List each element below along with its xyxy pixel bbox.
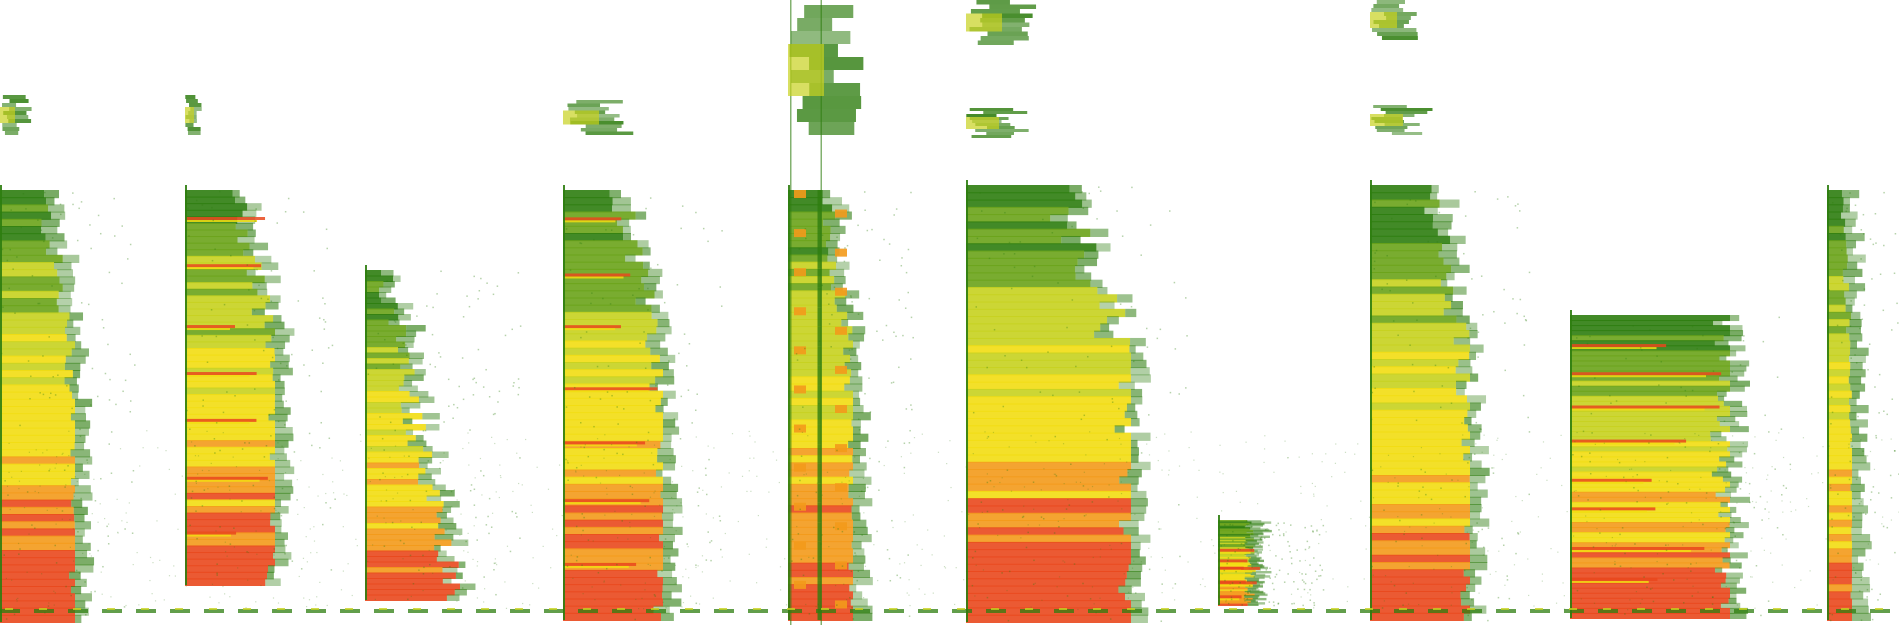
baseline-dash (544, 609, 564, 613)
segment-10 (1827, 185, 1899, 622)
baseline-dash (1768, 609, 1788, 613)
baseline-dash (476, 609, 496, 613)
baseline-dash (578, 609, 598, 613)
baseline-dash (1428, 609, 1448, 613)
baseline-dash (1122, 609, 1142, 613)
baseline-dash (680, 609, 700, 613)
segment-5 (788, 0, 914, 625)
baseline-dash (1564, 609, 1584, 613)
baseline-dash (1088, 609, 1108, 613)
segment-4 (563, 100, 723, 621)
segment-6 (966, 0, 1188, 623)
baseline-dash (1666, 609, 1686, 613)
baseline-dash (1020, 609, 1040, 613)
baseline-dash (1598, 609, 1618, 613)
baseline-dash (1054, 609, 1074, 613)
baseline-dash (1836, 609, 1856, 613)
baseline-dash (238, 609, 258, 613)
noise-floor (0, 430, 1893, 611)
baseline-dash (340, 609, 360, 613)
baseline-dash (1224, 609, 1244, 613)
baseline-dash (1394, 609, 1414, 613)
baseline-dash (170, 609, 190, 613)
baseline-dash (1462, 609, 1482, 613)
baseline-dash (1292, 609, 1312, 613)
baseline-dash (782, 609, 802, 613)
baseline-dash (68, 609, 88, 613)
baseline-dash (884, 609, 904, 613)
baseline-dash (1156, 609, 1176, 613)
segment-2 (185, 95, 336, 586)
baseline-dash (34, 609, 54, 613)
baseline-dash (1258, 609, 1278, 613)
baseline-dash (102, 609, 122, 613)
baseline-dash (1632, 609, 1652, 613)
baseline-dash (1870, 609, 1890, 613)
baseline-dash (510, 609, 530, 613)
baseline-dash (136, 609, 156, 613)
baseline-dashes (0, 608, 1890, 613)
segment-8 (1370, 0, 1531, 622)
baseline-dash (1190, 609, 1210, 613)
baseline-dash (1496, 609, 1516, 613)
baseline-dash (442, 609, 462, 613)
segment-1 (0, 95, 136, 623)
baseline-dash (714, 609, 734, 613)
baseline-dash (0, 609, 20, 613)
baseline-dash (374, 609, 394, 613)
baseline-dash (748, 609, 768, 613)
baseline-dash (646, 609, 666, 613)
segment-3 (365, 265, 522, 601)
baseline-dash (1700, 609, 1720, 613)
baseline-dash (408, 609, 428, 613)
segment-9 (1570, 310, 1792, 619)
baseline-dash (918, 609, 938, 613)
baseline-dash (816, 609, 836, 613)
segment-7 (1218, 515, 1325, 607)
baseline-dash (1530, 609, 1550, 613)
baseline-dash (272, 609, 292, 613)
baseline-dash (986, 609, 1006, 613)
baseline-dash (1360, 609, 1380, 613)
baseline-dash (1326, 609, 1346, 613)
baseline-dash (612, 609, 632, 613)
baseline-dash (952, 609, 972, 613)
baseline-dash (1802, 609, 1822, 613)
baseline-dash (1734, 609, 1754, 613)
baseline-dash (850, 609, 870, 613)
baseline-dash (306, 609, 326, 613)
baseline-dash (204, 609, 224, 613)
